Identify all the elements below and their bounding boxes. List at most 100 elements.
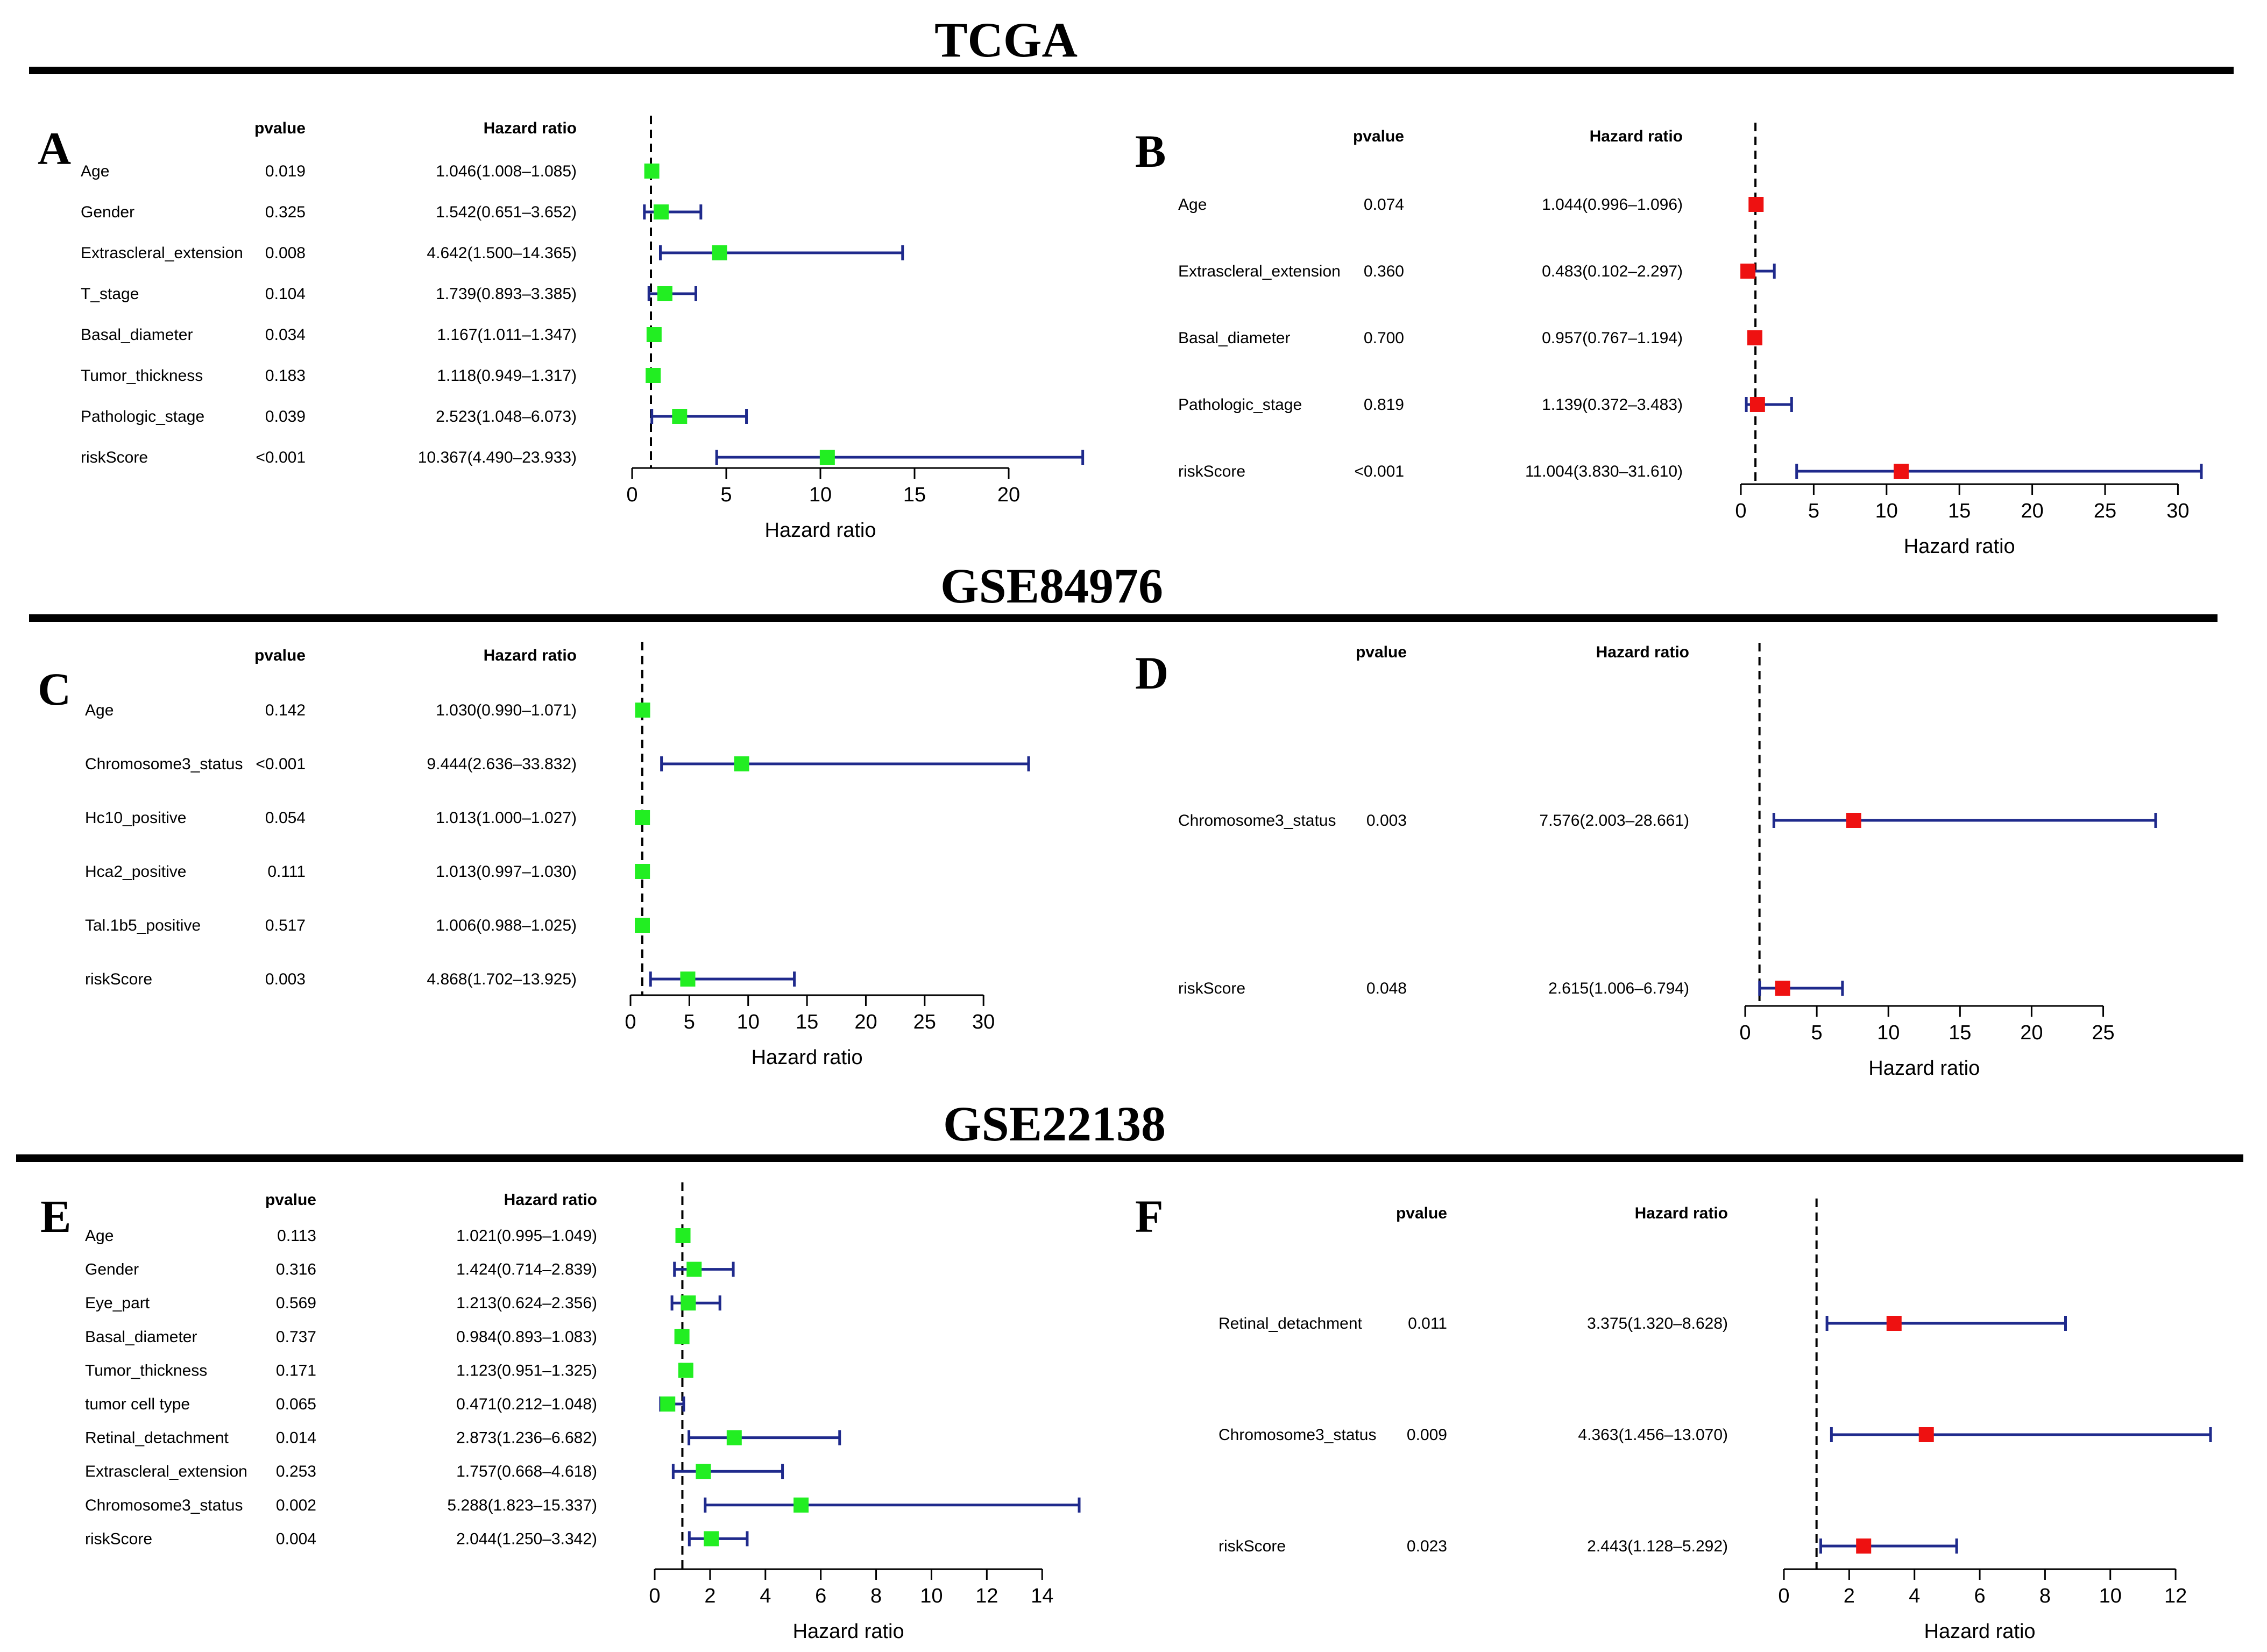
row-pvalue: 0.517 — [265, 917, 306, 934]
row-label: Tal.1b5_positive — [85, 917, 201, 934]
row-pvalue: 0.171 — [276, 1362, 316, 1379]
row-label: riskScore — [1178, 980, 1245, 997]
panel-letter-b: B — [1135, 125, 1166, 177]
panel-letter-d: D — [1135, 647, 1168, 699]
hazard-ratio-header: Hazard ratio — [1590, 127, 1683, 145]
row-label: Tumor_thickness — [81, 367, 203, 385]
x-tick-label: 10 — [809, 484, 832, 506]
panel-letter-c: C — [38, 663, 71, 715]
hr-marker — [726, 1430, 742, 1445]
hr-marker — [1775, 981, 1790, 996]
row-label: Basal_diameter — [85, 1328, 197, 1346]
forest-row: riskScore 0.023 2.443(1.128–5.292) — [1218, 1537, 1958, 1555]
row-label: Age — [1178, 196, 1207, 214]
x-tick-label: 25 — [2092, 1022, 2114, 1044]
row-pvalue: 0.039 — [265, 408, 306, 426]
row-hazard-ratio: 2.615(1.006–6.794) — [1548, 980, 1689, 997]
row-hazard-ratio: 2.044(1.250–3.342) — [456, 1530, 597, 1548]
x-tick-label: 0 — [626, 484, 637, 506]
hr-marker — [681, 1295, 696, 1311]
row-pvalue: 0.003 — [265, 970, 306, 988]
hr-marker — [672, 409, 688, 424]
x-tick-label: 0 — [1739, 1022, 1751, 1044]
row-label: riskScore — [1178, 463, 1245, 480]
hr-marker — [635, 864, 650, 879]
forest-row: Extrascleral_extension 0.253 1.757(0.668–4… — [85, 1463, 784, 1480]
row-label: riskScore — [81, 449, 148, 466]
hr-marker — [696, 1464, 711, 1479]
hr-marker — [635, 918, 650, 933]
row-hazard-ratio: 4.642(1.500–14.365) — [427, 244, 577, 262]
x-tick-label: 10 — [2099, 1585, 2122, 1607]
section-separator-gse84976 — [29, 614, 2218, 622]
row-hazard-ratio: 10.367(4.490–23.933) — [418, 449, 577, 466]
row-hazard-ratio: 0.957(0.767–1.194) — [1542, 329, 1683, 347]
forest-row: Retinal_detachment 0.011 3.375(1.320–8.628… — [1218, 1315, 2067, 1332]
pvalue-header: pvalue — [1396, 1204, 1447, 1222]
x-tick-label: 30 — [972, 1011, 995, 1033]
row-pvalue: 0.003 — [1366, 812, 1407, 829]
row-pvalue: 0.360 — [1364, 263, 1404, 280]
hr-marker — [1918, 1427, 1934, 1442]
forest-panel-e: pvalue Hazard ratio 0 2 4 6 8 10 12 14 Hazard rati… — [85, 1182, 1081, 1643]
row-pvalue: 0.316 — [276, 1261, 316, 1279]
hr-marker — [675, 1228, 691, 1243]
x-tick-label: 10 — [920, 1585, 943, 1607]
x-axis-title: Hazard ratio — [1868, 1057, 1980, 1080]
pvalue-header: pvalue — [254, 647, 306, 664]
row-hazard-ratio: 4.868(1.702–13.925) — [427, 970, 577, 988]
row-label: Chromosome3_status — [1218, 1426, 1376, 1444]
hr-marker — [635, 810, 650, 825]
forest-row: Hca2_positive 0.111 1.013(0.997–1.030) — [85, 863, 650, 881]
row-label: Retinal_detachment — [1218, 1315, 1363, 1332]
row-label: riskScore — [85, 1530, 152, 1548]
row-label: tumor cell type — [85, 1395, 190, 1413]
hr-marker — [678, 1363, 693, 1378]
x-tick-label: 5 — [1808, 500, 1819, 522]
x-tick-label: 20 — [2020, 1022, 2043, 1044]
hazard-ratio-header: Hazard ratio — [484, 647, 577, 664]
row-hazard-ratio: 1.021(0.995–1.049) — [456, 1227, 597, 1245]
row-label: T_stage — [81, 285, 139, 303]
forest-row: Eye_part 0.569 1.213(0.624–2.356) — [85, 1294, 721, 1312]
panel-letter-e: E — [40, 1190, 71, 1242]
row-label: Retinal_detachment — [85, 1429, 229, 1447]
row-pvalue: 0.002 — [276, 1497, 316, 1514]
row-label: Extrascleral_extension — [85, 1463, 247, 1480]
x-tick-label: 15 — [1949, 1022, 1971, 1044]
hr-marker — [712, 245, 727, 260]
row-pvalue: 0.054 — [265, 809, 306, 827]
row-hazard-ratio: 9.444(2.636–33.832) — [427, 755, 577, 773]
x-tick-label: 0 — [625, 1011, 636, 1033]
x-tick-label: 5 — [720, 484, 732, 506]
row-label: Tumor_thickness — [85, 1362, 207, 1379]
forest-row: Pathologic_stage 0.039 2.523(1.048–6.073) — [81, 408, 748, 426]
hr-marker — [646, 327, 662, 342]
forest-row: Age 0.019 1.046(1.008–1.085) — [81, 162, 660, 180]
row-label: Chromosome3_status — [85, 755, 243, 773]
row-hazard-ratio: 1.213(0.624–2.356) — [456, 1294, 597, 1312]
row-label: Gender — [81, 203, 134, 221]
row-pvalue: 0.819 — [1364, 396, 1404, 414]
x-tick-label: 30 — [2166, 500, 2189, 522]
panel-letter-f: F — [1135, 1190, 1164, 1242]
row-label: Basal_diameter — [81, 326, 193, 344]
x-tick-label: 14 — [1031, 1585, 1053, 1607]
hr-marker — [734, 756, 749, 771]
row-pvalue: 0.253 — [276, 1463, 316, 1480]
row-hazard-ratio: 2.443(1.128–5.292) — [1587, 1537, 1728, 1555]
row-hazard-ratio: 1.757(0.668–4.618) — [456, 1463, 597, 1480]
row-hazard-ratio: 1.118(0.949–1.317) — [437, 367, 577, 385]
row-hazard-ratio: 1.044(0.996–1.096) — [1542, 196, 1683, 214]
row-label: Eye_part — [85, 1294, 150, 1312]
forest-row: Retinal_detachment 0.014 2.873(1.236–6.682… — [85, 1429, 841, 1447]
forest-row: Extrascleral_extension 0.008 4.642(1.500–1… — [81, 244, 904, 262]
pvalue-header: pvalue — [1356, 643, 1407, 661]
hr-marker — [1747, 330, 1762, 345]
x-tick-label: 2 — [1844, 1585, 1855, 1607]
hr-marker — [657, 286, 672, 301]
section-title-tcga: TCGA — [934, 12, 1078, 67]
row-label: Extrascleral_extension — [81, 244, 243, 262]
x-axis-title: Hazard ratio — [1924, 1620, 2036, 1643]
row-hazard-ratio: 1.006(0.988–1.025) — [436, 917, 577, 934]
